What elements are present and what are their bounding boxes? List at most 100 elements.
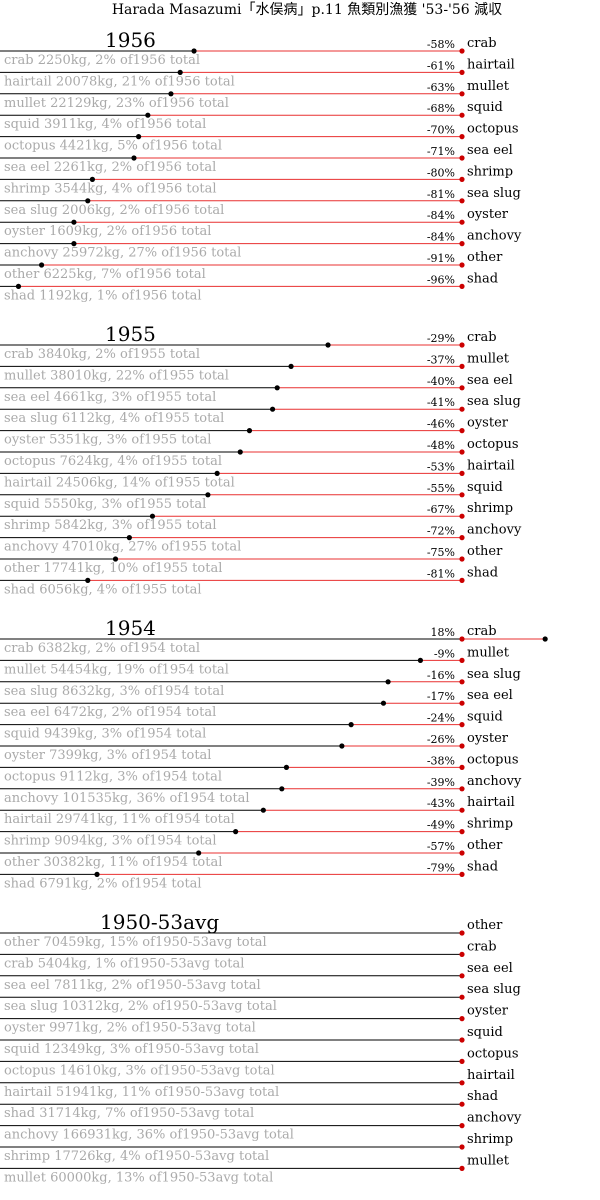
reference-dot bbox=[459, 69, 465, 75]
value-dot bbox=[233, 829, 239, 835]
row-description: octopus 9112kg, 3% of1954 total bbox=[4, 769, 222, 784]
species-label: shrimp bbox=[467, 164, 513, 179]
percent-change-label: -39% bbox=[427, 776, 455, 789]
species-label: sea eel bbox=[467, 688, 513, 703]
reference-dot bbox=[459, 657, 465, 664]
row-description: mullet 60000kg, 13% of1950-53avg total bbox=[4, 1170, 273, 1185]
row-description: hairtail 20078kg, 21% of1956 total bbox=[4, 74, 235, 89]
species-label: oyster bbox=[467, 207, 509, 222]
species-label: shrimp bbox=[467, 817, 513, 832]
value-dot bbox=[15, 283, 22, 289]
row-description: crab 2250kg, 2% of1956 total bbox=[4, 53, 200, 68]
percent-change-label: -38% bbox=[427, 754, 455, 767]
species-label: anchovy bbox=[467, 774, 522, 789]
row-description: sea eel 7811kg, 2% of1950-53avg total bbox=[4, 978, 261, 993]
species-label: octopus bbox=[467, 752, 519, 767]
species-label: sea slug bbox=[467, 667, 521, 682]
species-label: shad bbox=[467, 565, 498, 580]
percent-change-label: -26% bbox=[427, 733, 455, 746]
row-description: shrimp 17726kg, 4% of1950-53avg total bbox=[4, 1149, 269, 1164]
row-description: sea eel 4661kg, 3% of1955 total bbox=[4, 390, 216, 405]
value-dot bbox=[177, 69, 183, 75]
reference-dot bbox=[459, 91, 465, 97]
value-dot bbox=[89, 176, 95, 182]
reference-dot bbox=[459, 385, 465, 391]
row-description: anchovy 166931kg, 36% of1950-53avg total bbox=[4, 1128, 294, 1143]
species-label: other bbox=[467, 250, 503, 265]
species-label: anchovy bbox=[467, 523, 522, 538]
reference-dot bbox=[459, 449, 465, 455]
reference-dot bbox=[459, 1101, 465, 1107]
value-dot bbox=[112, 556, 119, 562]
value-dot bbox=[149, 513, 156, 519]
chart-title: Harada Masazumi「水俣病」p.11 魚類別漁獲 '53-'56 減… bbox=[112, 1, 502, 18]
reference-dot bbox=[459, 973, 465, 979]
row-description: shad 6791kg, 2% of1954 total bbox=[4, 876, 202, 891]
row-description: mullet 22129kg, 23% of1956 total bbox=[4, 96, 229, 111]
species-label: mullet bbox=[467, 79, 510, 94]
species-label: sea eel bbox=[467, 143, 513, 158]
reference-dot bbox=[459, 679, 465, 685]
species-label: mullet bbox=[467, 351, 510, 366]
reference-dot bbox=[459, 535, 465, 541]
percent-change-label: -58% bbox=[427, 38, 455, 51]
reference-dot bbox=[459, 930, 465, 936]
reference-dot bbox=[459, 48, 465, 54]
value-dot bbox=[136, 134, 142, 140]
value-dot bbox=[380, 700, 387, 706]
percent-change-label: -91% bbox=[427, 252, 455, 265]
reference-dot bbox=[459, 241, 465, 247]
row-description: crab 5404kg, 1% of1950-53avg total bbox=[4, 956, 244, 971]
percent-change-label: -81% bbox=[427, 567, 455, 580]
percent-change-label: 18% bbox=[431, 626, 455, 639]
value-dot bbox=[237, 449, 243, 455]
value-dot bbox=[71, 219, 77, 225]
value-dot bbox=[196, 850, 202, 856]
reference-dot bbox=[459, 807, 465, 813]
species-label: sea eel bbox=[467, 373, 513, 388]
row-description: other 6225kg, 7% of1956 total bbox=[4, 267, 206, 282]
row-description: sea slug 10312kg, 2% of1950-53avg total bbox=[4, 999, 277, 1014]
row-description: crab 3840kg, 2% of1955 total bbox=[4, 347, 200, 362]
species-label: oyster bbox=[467, 416, 509, 431]
row-description: other 30382kg, 11% of1954 total bbox=[4, 855, 222, 870]
reference-dot bbox=[459, 1080, 465, 1086]
species-label: oyster bbox=[467, 731, 509, 746]
reference-dot bbox=[459, 951, 465, 958]
value-dot bbox=[145, 112, 151, 118]
species-label: mullet bbox=[467, 1153, 510, 1168]
species-label: other bbox=[467, 838, 503, 853]
value-dot bbox=[191, 48, 197, 54]
reference-dot bbox=[459, 1037, 465, 1043]
species-label: shad bbox=[467, 271, 498, 286]
panel-year-label: 1954 bbox=[105, 616, 156, 640]
value-dot bbox=[85, 198, 91, 204]
row-description: squid 12349kg, 3% of1950-53avg total bbox=[4, 1042, 259, 1057]
species-label: crab bbox=[467, 624, 497, 639]
reference-dot bbox=[459, 636, 465, 642]
reference-dot bbox=[459, 155, 465, 161]
value-dot bbox=[85, 577, 91, 584]
row-description: hairtail 29741kg, 11% of1954 total bbox=[4, 812, 235, 827]
row-description: hairtail 51941kg, 11% of1950-53avg total bbox=[4, 1085, 279, 1100]
percent-change-label: -49% bbox=[427, 819, 455, 832]
panel-year-label: 1955 bbox=[105, 322, 156, 346]
reference-dot bbox=[459, 722, 465, 728]
species-label: squid bbox=[467, 1025, 503, 1040]
row-description: sea eel 2261kg, 2% of1956 total bbox=[4, 160, 216, 175]
reference-dot bbox=[459, 743, 465, 749]
percent-change-label: -29% bbox=[427, 332, 455, 345]
species-label: shrimp bbox=[467, 1132, 513, 1147]
percent-change-label: -84% bbox=[427, 209, 455, 222]
row-description: hairtail 24506kg, 14% of1955 total bbox=[4, 475, 235, 490]
value-dot bbox=[246, 428, 253, 434]
value-dot bbox=[131, 155, 137, 161]
percent-change-label: -24% bbox=[427, 712, 455, 725]
value-dot bbox=[126, 535, 132, 541]
reference-dot bbox=[459, 470, 465, 476]
percent-change-label: -9% bbox=[434, 647, 455, 660]
species-label: crab bbox=[467, 939, 497, 954]
reference-dot bbox=[459, 1016, 465, 1022]
value-dot bbox=[274, 385, 280, 391]
